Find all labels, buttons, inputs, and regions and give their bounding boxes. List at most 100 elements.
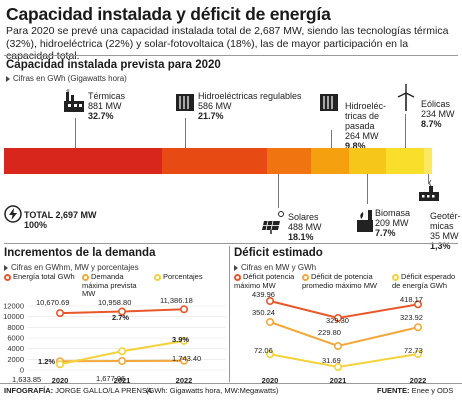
y-tick-label: 6000 [7,334,24,343]
x-tick-label: 2022 [176,376,193,385]
data-label: 1.2% [38,357,55,366]
data-label: 1,677.96 [96,374,125,383]
data-point [55,309,64,318]
data-point [118,307,127,316]
y-tick-label: 4000 [7,344,24,353]
data-point [180,336,189,345]
y-tick-label: 10000 [3,312,24,321]
legend-item: Energía total GWh [4,272,75,282]
data-label: 439.96 [252,290,275,299]
data-point [414,349,423,358]
data-label: 323.92 [400,313,423,322]
bar-segment-geotermicas [424,148,432,174]
data-point [414,300,423,309]
legend-item: Porcentajes [154,272,203,282]
data-point [265,350,274,359]
leader-line [367,174,368,204]
demand-chart-title: Incrementos de la demanda [4,247,156,259]
column-divider [229,246,230,382]
data-point [334,363,343,372]
data-point [180,305,189,314]
leader-line [75,118,76,148]
data-label: 72.06 [254,346,273,355]
intro-text: Para 2020 se prevé una capacidad instala… [6,25,449,62]
y-tick-label: 12000 [3,302,24,311]
dam-icon [320,94,338,111]
capacity-subtitle: Cifras en GWh (Gigawatts hora) [6,74,127,83]
source-label-solares: Solares 488 MW 18.1% [288,212,322,242]
series-line [269,353,419,369]
source-label-eolicas: Eólicas 234 MW 8.7% [421,99,455,129]
data-point [118,347,127,356]
legend-item: Demanda máxima prevista MW [82,272,137,298]
source-label-hidro-pasada: Hidroeléc- tricas de pasada 264 MW 9.8% [345,101,387,151]
leader-line [278,174,279,208]
footer-units: (GWh: Gigawatts hora, MW:Megawatts) [146,386,279,395]
data-point [180,356,189,365]
leader-line [185,118,186,148]
biomass-plant-icon [357,210,373,232]
total-label: TOTAL 2,697 MW 100% [24,210,97,230]
x-tick-label: 2021 [114,376,131,385]
data-point [265,317,274,326]
leader-line [405,114,406,148]
y-tick-label: 2000 [7,355,24,364]
bar-segment-eolicas [386,148,424,174]
data-label: 418.17 [400,295,423,304]
divider [4,55,458,56]
data-point [118,357,127,366]
deficit-chart: 439.96 329.30 418.17 350.24 229.80 323.92 72.0… [252,290,427,385]
data-label: 10,958.80 [98,298,131,307]
footer-credit: INFOGRAFÍA: JORGE GALLO/LA PRENSA [4,386,152,395]
leader-line [428,174,429,184]
data-label: 1,633.85 [12,375,41,384]
source-label-geotermicas: Geotér- micas 35 MW 1,3% [430,211,461,251]
legend-item: Déficit potencia máximo MW [234,272,295,290]
x-tick-label: 2021 [330,376,347,385]
data-point [55,360,64,369]
x-tick-label: 2020 [262,376,279,385]
dam-icon [176,94,194,111]
bar-segment-termicas [4,148,162,174]
bar-segment-hidro-pasada [311,148,349,174]
divider [4,243,458,244]
wind-turbine-icon [397,84,415,111]
deficit-chart-subtitle: Cifras en MW y GWh [234,263,316,272]
lightning-icon [4,205,22,223]
data-label: 2.7% [112,313,129,322]
data-label: 329.30 [326,316,349,325]
data-label: 1,743.40 [172,354,201,363]
bar-segment-biomasa [349,148,386,174]
x-tick-label: 2020 [52,376,69,385]
legend-item: Déficit de potencia promedio máximo MW [302,272,378,290]
data-point [334,341,343,350]
legend-item: Déficit esperado de energía GWh [392,272,456,290]
source-label-hidro-regulables: Hidroeléctricas regulables 586 MW 21.7% [198,91,302,121]
data-label: 11,386.18 [160,296,193,305]
data-label: 350.24 [252,308,275,317]
solar-panel-icon [262,211,284,234]
page-title: Capacidad instalada y déficit de energía [6,4,331,24]
bar-segment-solares [267,148,311,174]
deficit-chart-title: Déficit estimado [234,247,323,259]
bar-segment-hidro-regulables [162,148,267,174]
series-line [269,321,419,348]
footer-divider [0,383,462,384]
source-label-biomasa: Biomasa 209 MW 7.7% [375,208,411,238]
capacity-title: Capacidad instalada prevista para 2020 [6,59,221,71]
data-label: 31.69 [322,356,341,365]
factory-icon [64,89,84,112]
data-label: 3.9% [172,335,189,344]
y-tick-label: 8000 [7,323,24,332]
x-tick-label: 2022 [410,376,427,385]
source-label-termicas: Térmicas 881 MW 32.7% [88,91,126,121]
geothermal-plant-icon [419,179,439,201]
y-tick-label: 0 [20,366,24,375]
footer-source: FUENTE: Enee y ODS [377,386,454,395]
data-label: 72.73 [404,346,423,355]
demand-chart-subtitle: Cifras en GWhm, MW y porcentajes [4,263,139,272]
data-label: 10,670.69 [36,298,69,307]
data-point [265,297,274,306]
data-label: 229.80 [318,328,341,337]
